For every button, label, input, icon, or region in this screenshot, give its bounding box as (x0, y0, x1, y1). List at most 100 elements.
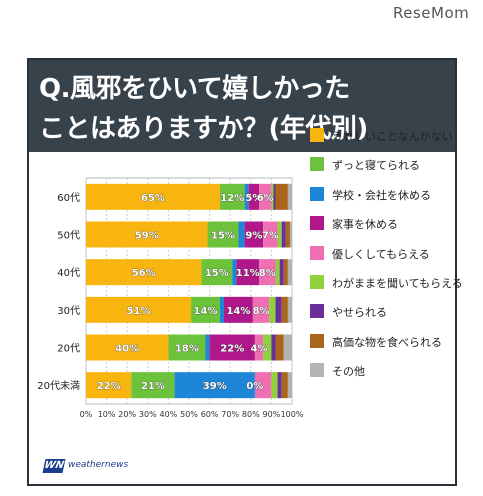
bar-segment (281, 221, 286, 248)
legend-item: 学校・会社を休める (310, 184, 450, 204)
x-tick-label: 20% (118, 410, 136, 419)
bar-segment (283, 334, 292, 361)
bar-segment (219, 296, 225, 323)
data-label: 14% (194, 306, 218, 317)
bar-segment (86, 334, 169, 361)
legend-label: 学校・会社を休める (332, 188, 431, 202)
data-label: 8% (253, 306, 270, 317)
legend-label: その他 (332, 365, 365, 379)
data-label: 22% (97, 381, 121, 392)
data-label: 11% (236, 268, 260, 279)
legend-item: やせられる (310, 301, 450, 321)
category-label: 30代 (57, 305, 80, 317)
weathernews-logo: WN weathernews (42, 459, 134, 475)
bar-segment (236, 259, 260, 286)
bar-segment (283, 259, 288, 286)
legend-label: わがままを聞いてもらえる (332, 277, 463, 290)
bar-segment (244, 221, 264, 248)
weathernews-logo-mark: WN (42, 459, 66, 473)
bar-segment (271, 183, 274, 210)
x-tick-label: 90% (263, 410, 281, 419)
data-label: 59% (135, 231, 159, 242)
bar-segment (86, 259, 202, 286)
bar-segment (209, 334, 255, 361)
data-label: 65% (141, 193, 165, 204)
category-label: 20代 (57, 343, 80, 355)
data-label: 12% (220, 193, 244, 204)
bar-segment (219, 183, 245, 210)
legend-item: わがままを聞いてもらえる (310, 272, 463, 292)
bar-segment (275, 296, 282, 323)
weathernews-logo-text: weathernews (68, 460, 129, 470)
bar-segment (289, 221, 292, 248)
bar-segment (275, 259, 280, 286)
bar-segment (285, 221, 290, 248)
bar-segment (168, 334, 206, 361)
x-tick-label: 30% (139, 410, 157, 419)
bar-segment (86, 372, 132, 399)
bar-segment (259, 259, 276, 286)
legend-swatch (310, 186, 324, 201)
bar-segment (224, 296, 253, 323)
x-tick-label: 70% (221, 410, 239, 419)
bar-segment (254, 334, 264, 361)
category-label: 40代 (57, 267, 80, 279)
bar-segment (277, 372, 282, 399)
data-label: 15% (211, 231, 235, 242)
bar-segment (279, 259, 284, 286)
bar-segment (271, 334, 276, 361)
question-header: Q.風邪をひいて嬉しかった ことはありますか？(年代別) (29, 60, 455, 152)
bar-segment (277, 221, 282, 248)
legend-item: 高価な物を食べられる (310, 331, 450, 351)
bar-segment (244, 183, 249, 210)
bar-segment (191, 296, 220, 323)
data-label: 15% (205, 268, 229, 279)
bar-segment (207, 221, 239, 248)
category-label: 60代 (57, 192, 80, 204)
legend-swatch (310, 304, 324, 319)
bar-segment (263, 334, 272, 361)
x-tick-label: 0% (80, 410, 93, 419)
data-label: 8% (259, 268, 276, 279)
data-label: 0% (246, 381, 263, 392)
legend-label: やせられる (332, 306, 387, 320)
legend-label: うれしいことなんかない (332, 130, 453, 143)
bar-segment (271, 372, 278, 399)
bar-segment (248, 183, 260, 210)
bar-segment (238, 221, 245, 248)
bar-segment (263, 221, 278, 248)
category-label: 50代 (57, 230, 80, 242)
data-label: 21% (141, 381, 165, 392)
bar-segment (205, 334, 210, 361)
bar-segment (86, 296, 192, 323)
x-tick-label: 60% (201, 410, 219, 419)
bar-segment (281, 296, 288, 323)
data-label: 6% (257, 193, 274, 204)
legend-label: 家事を休める (332, 218, 398, 232)
resemom-watermark: ReseMom (393, 4, 470, 22)
bar-segment (86, 221, 208, 248)
legend-label: 高価な物を食べられる (332, 335, 442, 349)
x-tick-label: 10% (98, 410, 116, 419)
data-label: 18% (175, 344, 199, 355)
legend-label: 優しくしてもらえる (332, 247, 430, 261)
legend-swatch (310, 245, 324, 260)
legend-item: ずっと寝てられる (310, 154, 450, 174)
data-label: 14% (226, 306, 250, 317)
legend-item: 家事を休める (310, 213, 450, 233)
legend-item: その他 (310, 360, 450, 380)
question-title-line-1: Q.風邪をひいて嬉しかった (39, 74, 350, 104)
legend-swatch (310, 363, 324, 378)
bar-segment (273, 183, 276, 210)
legend-label: ずっと寝てられる (332, 159, 420, 173)
legend-item: 優しくしてもらえる (310, 243, 450, 263)
data-label: 7% (262, 231, 279, 242)
data-label: 22% (220, 344, 244, 355)
data-label: 40% (115, 344, 139, 355)
bar-segment (287, 372, 292, 399)
bar-segment (269, 296, 276, 323)
bar-segment (275, 334, 284, 361)
bar-segment (232, 259, 237, 286)
data-label: 39% (203, 381, 227, 392)
